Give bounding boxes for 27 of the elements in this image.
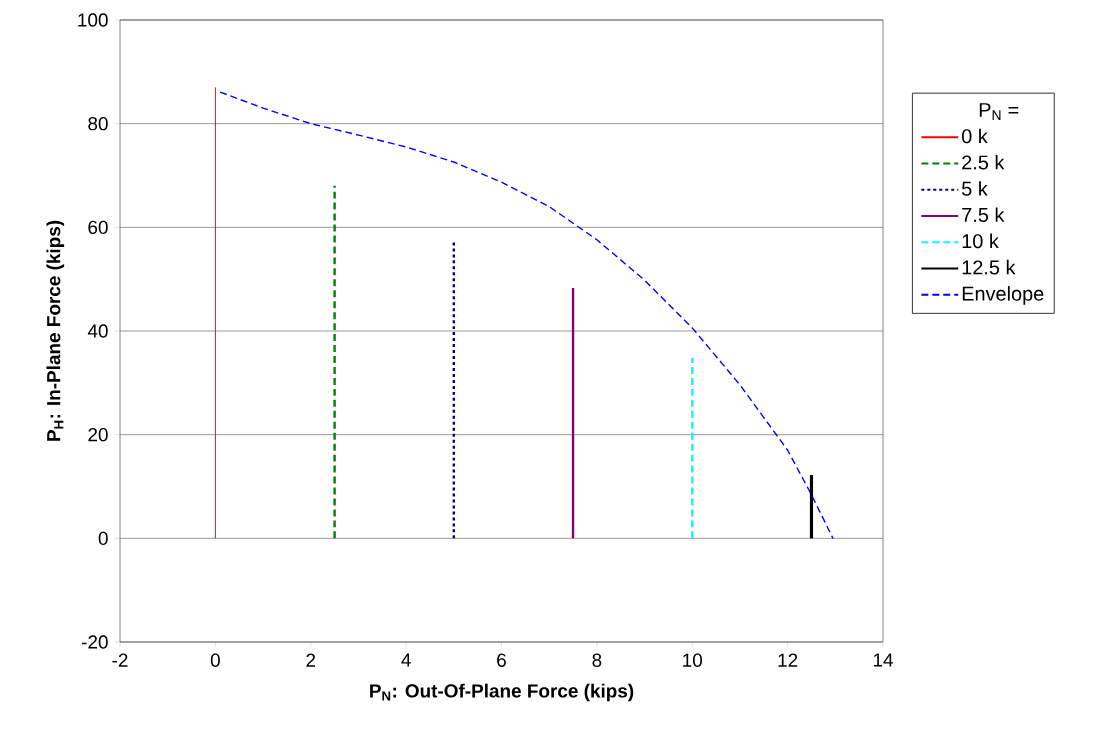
y-tick-label: 20	[88, 427, 108, 442]
legend-title: P$_{N}$ =	[979, 103, 1019, 120]
x-axis-title: P$_{N}$: Out-Of-Plane Force (kips)	[370, 683, 634, 702]
legend-label: 7.5 k	[962, 207, 1005, 222]
y-tick-label: -20	[81, 635, 108, 649]
x-tick-label: 10	[683, 653, 703, 667]
y-tick-label: 60	[88, 220, 108, 235]
x-tick-label: 4	[401, 653, 411, 667]
x-tick-label: 12	[778, 653, 798, 667]
x-tick-label: 6	[497, 653, 506, 667]
y-tick-label: 0	[98, 531, 108, 546]
x-tick-label: 2	[306, 653, 316, 667]
legend-label: 2.5 k	[962, 154, 1005, 170]
x-tick-label: 8	[592, 653, 602, 667]
legend-label: 12.5 k	[962, 259, 1016, 275]
y-axis-title: P$_{H}$: In-Plane Force (kips)	[46, 220, 65, 441]
legend-label: 5 k	[962, 181, 988, 196]
x-tick-label: 14	[873, 653, 893, 667]
x-tick-label: 0	[210, 653, 220, 667]
legend-label: 10 k	[962, 233, 999, 249]
line-series	[219, 91, 834, 540]
y-tick-label: 80	[88, 116, 108, 131]
y-tick-label: 40	[87, 324, 108, 338]
legend-label: 0 k	[961, 128, 988, 144]
legend-label: Envelope	[962, 286, 1044, 305]
y-tick-label: 100	[78, 13, 108, 27]
x-tick-label: -2	[112, 653, 128, 667]
